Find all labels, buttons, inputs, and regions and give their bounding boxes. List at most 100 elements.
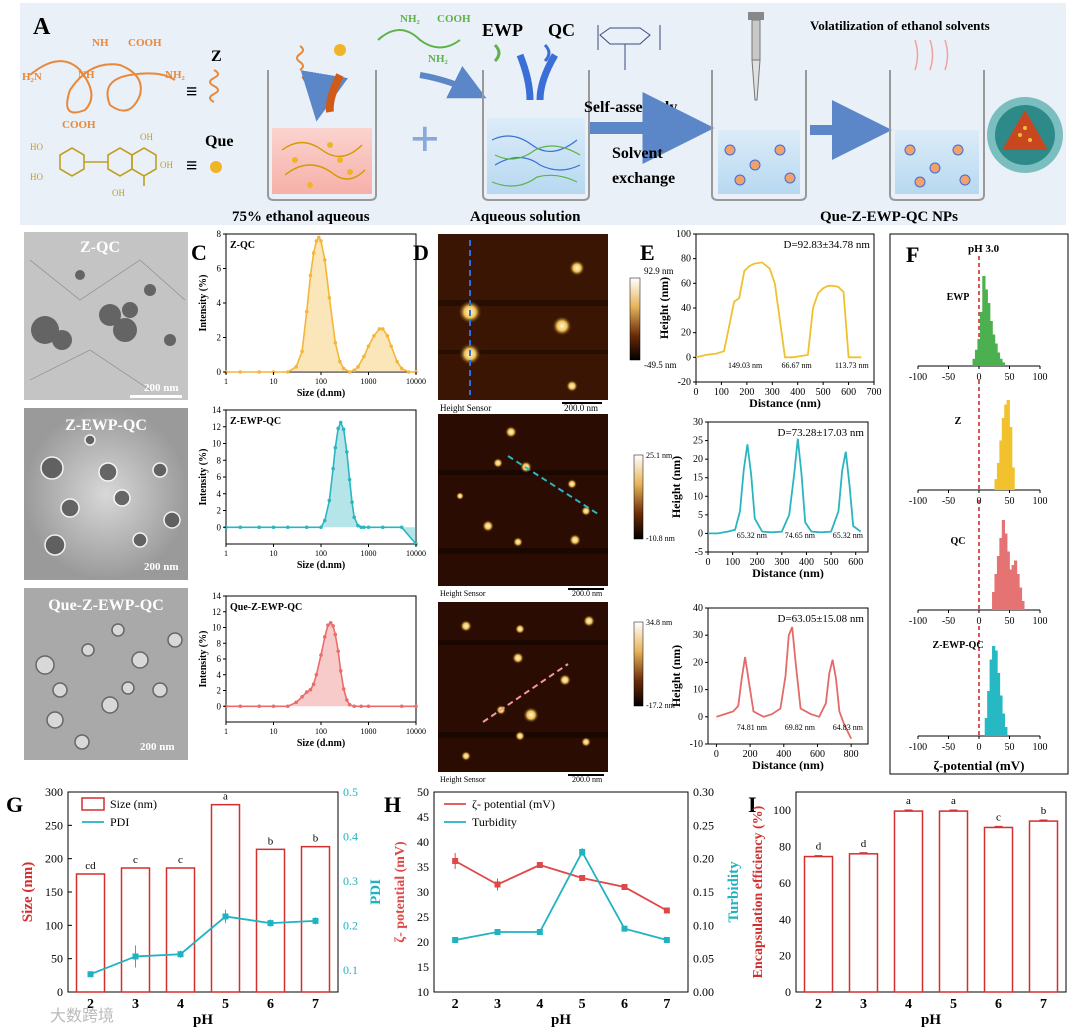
profile-ytick-label-0-40: 40 <box>681 303 691 314</box>
que-label: Que <box>205 133 233 150</box>
h-ytick-right-0.10: 0.10 <box>693 918 714 932</box>
profile-width-2-2: 64.83 nm <box>833 723 864 732</box>
profile-xtick-label-0-300: 300 <box>765 387 780 398</box>
dls-point-0-12 <box>319 239 323 243</box>
equiv-sign-2: ≡ <box>186 155 197 177</box>
profile-ytick-label-2--10: -10 <box>690 739 703 750</box>
afm-top-2: 25.1 nm <box>646 451 673 460</box>
panel-d: D 92.9 nm -49.5 nm Height Sensor 200.0 n… <box>413 234 677 784</box>
zeta-series-name-1: Z <box>955 416 962 427</box>
zeta-bar-2-4 <box>1001 520 1005 610</box>
h-frame <box>433 791 689 993</box>
ewp-chain <box>377 29 461 49</box>
dls-point-2-10 <box>314 672 319 677</box>
h-ytick-10: 10 <box>417 985 429 999</box>
h-xtick-0: 2 <box>452 997 459 1012</box>
i-letter-3: a <box>951 795 956 807</box>
panel-a-letter: A <box>33 14 51 40</box>
g-xtick-4: 6 <box>267 997 274 1012</box>
dls-ytick-label-0-2: 2 <box>217 333 222 343</box>
zeta-histograms: EWP -100 -50 0 50 100 Z -100 -50 0 50 100 QC -100 -50 0… <box>909 256 1048 753</box>
zeta-xtick-label-3--50: -50 <box>942 742 955 753</box>
g-ylabel-right: PDI <box>368 879 384 905</box>
panel-e-letter: E <box>640 240 655 265</box>
g-pdi-point-2 <box>177 951 184 958</box>
dls-xtick-label-1-0: 1 <box>224 549 228 558</box>
dls-ylabel-1: Intensity (%) <box>198 449 209 506</box>
zeta-xtick-label-3-0: 0 <box>977 742 982 753</box>
dls-point-2-23 <box>359 704 363 709</box>
profile-xlabel-0: Distance (nm) <box>749 396 821 410</box>
g-xlabel: pH <box>193 1012 213 1028</box>
g-pdi-point-5 <box>312 917 319 924</box>
profile-xtick-label-2-400: 400 <box>776 749 791 760</box>
dls-ytick-label-1-14: 14 <box>212 405 222 415</box>
g-letter-2: c <box>178 854 183 866</box>
dls-point-1-4 <box>285 525 290 530</box>
dls-point-0-1 <box>238 370 243 374</box>
profile-ytick-label-1-0: 0 <box>698 528 703 539</box>
profile-ytick-label-1-30: 30 <box>693 417 703 428</box>
ewp-nh2: NH₂ <box>400 13 421 25</box>
zeta-bar-3-6 <box>999 695 1003 736</box>
profile-xtick-label-0-400: 400 <box>790 387 805 398</box>
dls-point-2-14 <box>328 620 333 625</box>
dls-point-2-13 <box>326 623 330 627</box>
profile-frame-2 <box>707 607 869 745</box>
tem-scale-3: 200 nm <box>140 741 175 753</box>
g-pdi-point-1 <box>132 953 139 960</box>
dls-point-0-29 <box>399 366 404 371</box>
ewp-icon <box>493 43 501 63</box>
i-xtick-1: 3 <box>860 997 867 1012</box>
h-point-1-3 <box>579 849 586 855</box>
profile-line-0 <box>695 261 862 359</box>
dls-point-2-7 <box>304 690 309 694</box>
dls-point-1-7 <box>322 518 327 523</box>
i-bar-5 <box>1028 820 1059 993</box>
dls-point-2-8 <box>308 687 313 692</box>
afm-profile-charts: D=92.83±34.78 nm 149.03 nm 66.67 nm 113.73 … <box>657 229 882 772</box>
dls-point-0-6 <box>300 349 304 354</box>
dls-xtick-label-1-2: 100 <box>315 549 327 558</box>
dls-point-2-21 <box>347 702 352 707</box>
dls-ytick-label-2-0: 0 <box>217 701 222 711</box>
g-bar-2 <box>165 867 196 993</box>
g-ytick-0: 0 <box>57 985 63 999</box>
ph-label: pH 3.0 <box>968 243 1000 255</box>
dls-frame-1 <box>225 409 417 545</box>
i-bar-2 <box>893 810 924 993</box>
tem-label-3: Que-Z-EWP-QC <box>48 597 164 614</box>
dls-xtick-label-0-2: 100 <box>315 377 327 386</box>
zeta-bar-1-6 <box>1009 427 1013 490</box>
profile-ytick-label-1-20: 20 <box>693 454 703 465</box>
panel-g: G cd 2 c 3 c 4 a 5 b 6 b 7 0 50 100 150 200 250 300 0.1 0.2 0… <box>6 785 384 1028</box>
h-ytick-right-0.00: 0.00 <box>693 985 714 999</box>
zeta-bar-0-12 <box>1001 362 1005 366</box>
profile-width-0-0: 149.03 nm <box>728 361 763 370</box>
profile-width-1-0: 65.32 nm <box>737 531 768 540</box>
i-ytick-60: 60 <box>779 876 791 890</box>
dls-point-0-23 <box>372 333 376 338</box>
profile-xtick-label-1-100: 100 <box>725 557 740 568</box>
profile-xtick-label-1-400: 400 <box>799 557 814 568</box>
h-point-0-2 <box>536 862 543 868</box>
profile-ytick-label-0-60: 60 <box>681 278 691 289</box>
g-ytick-right-0.2: 0.2 <box>343 918 358 932</box>
i-ylabel: Encapsulation efficiency (%) <box>751 805 766 978</box>
que-sphere-icon <box>210 161 222 173</box>
panel-c-letter: C <box>191 240 207 265</box>
dls-point-2-20 <box>345 698 349 702</box>
i-bar-1 <box>848 853 879 993</box>
profile-xtick-label-0-0: 0 <box>694 387 699 398</box>
dls-point-0-27 <box>389 344 393 348</box>
profile-annotation-0: D=92.83±34.78 nm <box>784 239 871 251</box>
panel-g-letter: G <box>6 792 23 817</box>
h-point-1-5 <box>663 937 670 943</box>
panel-f: F pH 3.0 EWP -100 -50 0 50 100 Z -100 -50 0 50 100 Q… <box>889 233 1069 775</box>
h-xtick-5: 7 <box>663 997 670 1012</box>
zeta-bar-1-4 <box>1004 404 1008 490</box>
dls-point-1-16 <box>350 500 354 504</box>
que-ho1: HO <box>30 142 43 152</box>
zeta-bar-2-8 <box>1011 565 1015 610</box>
dls-point-0-8 <box>308 273 313 278</box>
